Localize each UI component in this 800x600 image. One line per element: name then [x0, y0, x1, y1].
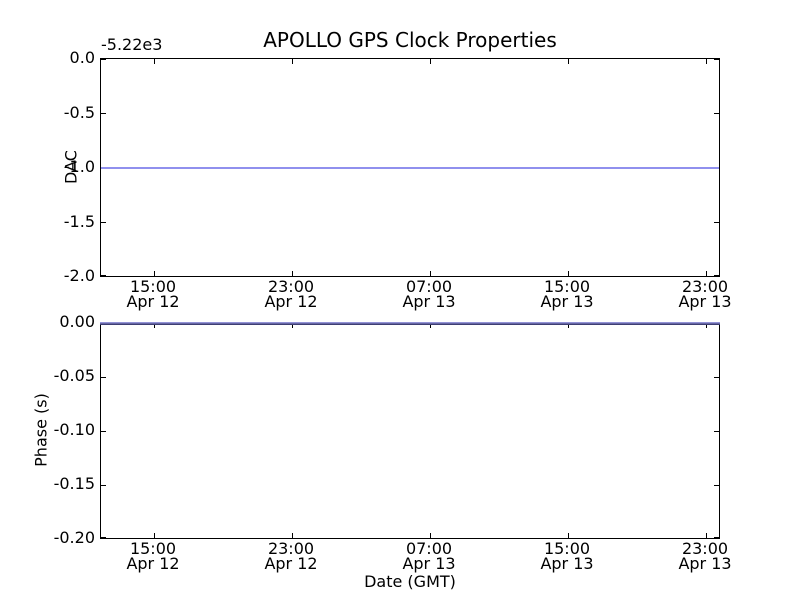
x-tick-label: 23:00 Apr 12: [246, 277, 336, 311]
x-axis-title: Date (GMT): [364, 572, 456, 591]
tick-mark: [568, 323, 569, 328]
tick-mark: [154, 59, 155, 64]
x-tick-label: 23:00 Apr 13: [660, 539, 750, 573]
y-tick-label: -2.0: [63, 266, 95, 285]
x-tick-time: 07:00: [405, 277, 453, 296]
x-tick-label: 23:00 Apr 12: [246, 539, 336, 573]
y-tick-label: 0.0: [69, 48, 95, 67]
tick-mark: [101, 377, 106, 378]
x-tick-date: Apr 12: [126, 292, 180, 311]
tick-mark: [714, 377, 719, 378]
tick-mark: [430, 271, 431, 276]
x-tick-date: Apr 13: [678, 554, 732, 573]
tick-mark: [101, 275, 106, 276]
tick-mark: [706, 271, 707, 276]
x-tick-date: Apr 12: [126, 554, 180, 573]
x-tick-label: 23:00 Apr 13: [660, 277, 750, 311]
x-tick-label: 07:00 Apr 13: [384, 539, 474, 573]
tick-mark: [430, 323, 431, 328]
x-tick-label: 15:00 Apr 13: [522, 277, 612, 311]
x-tick-time: 23:00: [681, 277, 729, 296]
y-tick-label: -0.20: [53, 528, 95, 547]
y-tick-label: -1.0: [63, 157, 95, 176]
tick-mark: [154, 323, 155, 328]
tick-mark: [714, 537, 719, 538]
tick-mark: [714, 222, 719, 223]
tick-mark: [706, 533, 707, 538]
x-tick-label: 15:00 Apr 12: [108, 277, 198, 311]
y-tick-label: 0.00: [59, 312, 95, 331]
x-tick-label: 07:00 Apr 13: [384, 277, 474, 311]
phase-line: [100, 322, 720, 325]
tick-mark: [101, 59, 106, 60]
tick-mark: [292, 59, 293, 64]
x-tick-date: Apr 12: [264, 554, 318, 573]
tick-mark: [101, 431, 106, 432]
tick-mark: [292, 533, 293, 538]
x-tick-date: Apr 13: [678, 292, 732, 311]
x-tick-date: Apr 13: [540, 554, 594, 573]
tick-mark: [714, 431, 719, 432]
tick-mark: [714, 485, 719, 486]
tick-mark: [568, 271, 569, 276]
tick-mark: [430, 59, 431, 64]
tick-mark: [101, 485, 106, 486]
tick-mark: [154, 533, 155, 538]
tick-mark: [101, 222, 106, 223]
tick-mark: [292, 271, 293, 276]
x-tick-time: 07:00: [405, 539, 453, 558]
dac-plot-area: [100, 58, 720, 277]
tick-mark: [101, 537, 106, 538]
y-tick-label: -0.15: [53, 474, 95, 493]
chart-title: APOLLO GPS Clock Properties: [263, 28, 557, 52]
tick-mark: [706, 323, 707, 328]
x-tick-time: 23:00: [681, 539, 729, 558]
y-tick-label: -1.5: [63, 212, 95, 231]
x-tick-date: Apr 12: [264, 292, 318, 311]
x-tick-time: 15:00: [543, 277, 591, 296]
x-tick-time: 23:00: [267, 539, 315, 558]
tick-mark: [568, 533, 569, 538]
tick-mark: [714, 59, 719, 60]
y-axis-offset-label: -5.22e3: [101, 35, 163, 54]
tick-mark: [292, 323, 293, 328]
x-tick-time: 23:00: [267, 277, 315, 296]
x-tick-date: Apr 13: [402, 292, 456, 311]
dac-line: [101, 167, 719, 169]
x-tick-label: 15:00 Apr 12: [108, 539, 198, 573]
tick-mark: [714, 275, 719, 276]
phase-plot-area: [100, 322, 720, 539]
x-tick-date: Apr 13: [402, 554, 456, 573]
y-tick-label: -0.10: [53, 420, 95, 439]
x-tick-time: 15:00: [129, 539, 177, 558]
tick-mark: [101, 113, 106, 114]
x-tick-date: Apr 13: [540, 292, 594, 311]
y-tick-label: -0.05: [53, 366, 95, 385]
x-tick-time: 15:00: [543, 539, 591, 558]
x-tick-label: 15:00 Apr 13: [522, 539, 612, 573]
tick-mark: [568, 59, 569, 64]
tick-mark: [706, 59, 707, 64]
tick-mark: [154, 271, 155, 276]
tick-mark: [714, 113, 719, 114]
y-tick-label: -0.5: [63, 103, 95, 122]
tick-mark: [430, 533, 431, 538]
x-tick-time: 15:00: [129, 277, 177, 296]
